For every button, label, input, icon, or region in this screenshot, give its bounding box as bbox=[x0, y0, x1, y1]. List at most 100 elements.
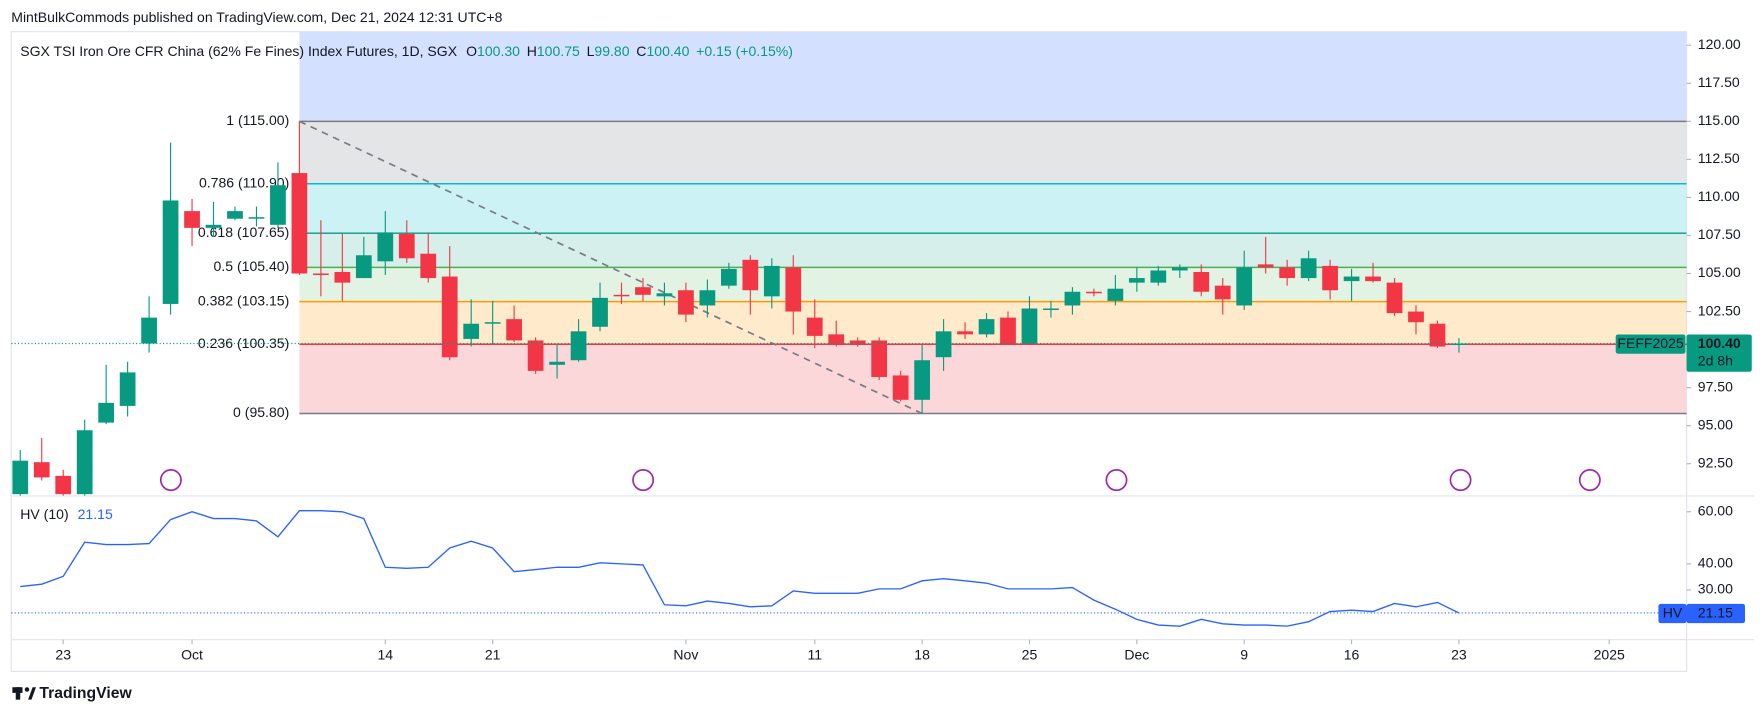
candle-body bbox=[1365, 276, 1381, 282]
fib-band bbox=[299, 344, 1687, 414]
change-value: +0.15 (+0.15%) bbox=[696, 43, 793, 59]
candle-body bbox=[270, 185, 286, 225]
candle-body bbox=[549, 361, 565, 365]
x-tick-label: 23 bbox=[1451, 646, 1467, 662]
publisher-header: MintBulkCommods published on TradingView… bbox=[11, 9, 502, 25]
candle-body bbox=[720, 268, 737, 286]
hv-name-label: HV bbox=[1663, 604, 1683, 620]
candle-body bbox=[205, 224, 222, 228]
candle-body bbox=[957, 331, 973, 335]
candle-body bbox=[1021, 308, 1038, 344]
candle-body bbox=[849, 340, 866, 344]
indicator-value: 21.15 bbox=[78, 506, 113, 522]
candle-body bbox=[1064, 291, 1081, 306]
candle-body bbox=[1150, 270, 1167, 283]
x-tick-label: Oct bbox=[181, 646, 203, 662]
y-tick-label: 92.50 bbox=[1698, 454, 1733, 470]
candle-body bbox=[935, 331, 952, 358]
candle-body bbox=[1279, 267, 1296, 279]
candle-body bbox=[248, 217, 265, 219]
candle-body bbox=[592, 297, 608, 327]
candle-body bbox=[291, 173, 308, 274]
marks: 1 (115.00) 0.786 (110.90) 0.618 (107.65) 0.… bbox=[11, 112, 1752, 627]
candle-body bbox=[398, 233, 415, 259]
y-tick-label: 107.50 bbox=[1698, 226, 1741, 242]
event-icon[interactable] bbox=[632, 468, 655, 492]
candle-body bbox=[527, 340, 544, 371]
hv-value-box bbox=[1686, 603, 1746, 624]
fib-level-label: 0.5 (105.40) bbox=[214, 258, 290, 274]
ohlc-key: H bbox=[527, 43, 537, 59]
x-tick-label: 18 bbox=[914, 646, 930, 662]
candle-body bbox=[33, 462, 50, 478]
candle-body bbox=[1214, 285, 1231, 300]
fib-level-label: 0.382 (103.15) bbox=[198, 292, 289, 308]
price-label: 100.40 bbox=[1698, 335, 1741, 351]
fib-band bbox=[299, 183, 1687, 234]
candle-body bbox=[484, 322, 501, 324]
event-icon[interactable] bbox=[159, 468, 182, 492]
ohlc-value: 100.30 bbox=[477, 43, 520, 59]
candle-body bbox=[76, 430, 93, 495]
hv-name-box bbox=[1658, 603, 1687, 624]
candle-body bbox=[162, 200, 179, 304]
candle-body bbox=[1043, 308, 1059, 311]
branding: TradingView bbox=[39, 685, 132, 702]
logo-mark bbox=[15, 687, 21, 700]
x-tick-label: Dec bbox=[1124, 646, 1149, 662]
candle-body bbox=[806, 317, 823, 336]
logo-mark bbox=[28, 687, 36, 700]
y-tick-label: 102.50 bbox=[1698, 302, 1741, 318]
candle-body bbox=[656, 293, 673, 297]
candle-body bbox=[98, 402, 115, 423]
candle-body bbox=[1257, 264, 1274, 268]
x-tick-label: 16 bbox=[1344, 646, 1360, 662]
symbol-legend: SGX TSI Iron Ore CFR China (62% Fe Fines… bbox=[20, 43, 793, 59]
hv-tick-label: 30.00 bbox=[1698, 581, 1733, 597]
fib-bands bbox=[299, 31, 1687, 414]
logo-mark bbox=[24, 687, 30, 692]
symbol-title: SGX TSI Iron Ore CFR China (62% Fe Fines… bbox=[20, 43, 457, 59]
y-tick-label: 95.00 bbox=[1698, 416, 1733, 432]
candle-body bbox=[1343, 276, 1360, 282]
event-icon[interactable] bbox=[1449, 468, 1472, 492]
candle-body bbox=[1193, 271, 1210, 292]
candle-body bbox=[55, 475, 72, 495]
trend-line bbox=[299, 120, 923, 415]
x-tick-label: Nov bbox=[673, 646, 698, 662]
fib-level-label: 0.786 (110.90) bbox=[199, 174, 289, 190]
y-tick-label: 97.50 bbox=[1698, 378, 1733, 394]
candle-body bbox=[119, 372, 136, 406]
event-icons bbox=[159, 468, 1601, 492]
y-tick-label: 115.00 bbox=[1698, 112, 1740, 128]
event-icon[interactable] bbox=[1578, 468, 1601, 492]
fib-level-label: 0 (95.80) bbox=[233, 404, 289, 420]
x-tick-label: 25 bbox=[1022, 646, 1038, 662]
candle-body bbox=[506, 319, 523, 341]
candle-body bbox=[463, 323, 480, 339]
candle-body bbox=[420, 253, 437, 279]
ohlc-value: 100.40 bbox=[646, 43, 689, 59]
event-icon[interactable] bbox=[1105, 468, 1128, 492]
logo: TradingView bbox=[12, 685, 132, 702]
fib-level-label: 0.236 (100.35) bbox=[198, 335, 289, 351]
candle-body bbox=[613, 294, 630, 297]
candle-body bbox=[871, 340, 888, 377]
ohlc-value: 99.80 bbox=[594, 43, 629, 59]
candle-body bbox=[785, 267, 802, 312]
candle-body bbox=[1171, 267, 1188, 271]
candle-body bbox=[1386, 282, 1403, 314]
hv-tick-label: 60.00 bbox=[1698, 502, 1733, 518]
indicator-line bbox=[20, 510, 1460, 627]
symbol-label: FEFF2025 bbox=[1617, 335, 1684, 351]
ohlc-key: O bbox=[466, 43, 477, 59]
candle-body bbox=[377, 232, 394, 262]
ohlc-value: 100.75 bbox=[537, 43, 580, 59]
candle-body bbox=[1408, 311, 1424, 323]
x-tick-label: 9 bbox=[1240, 646, 1248, 662]
candle-body bbox=[227, 211, 243, 219]
x-tick-label: 2025 bbox=[1594, 646, 1625, 662]
candle-body bbox=[1107, 288, 1124, 301]
candle-body bbox=[742, 259, 759, 291]
candle-body bbox=[763, 265, 780, 297]
